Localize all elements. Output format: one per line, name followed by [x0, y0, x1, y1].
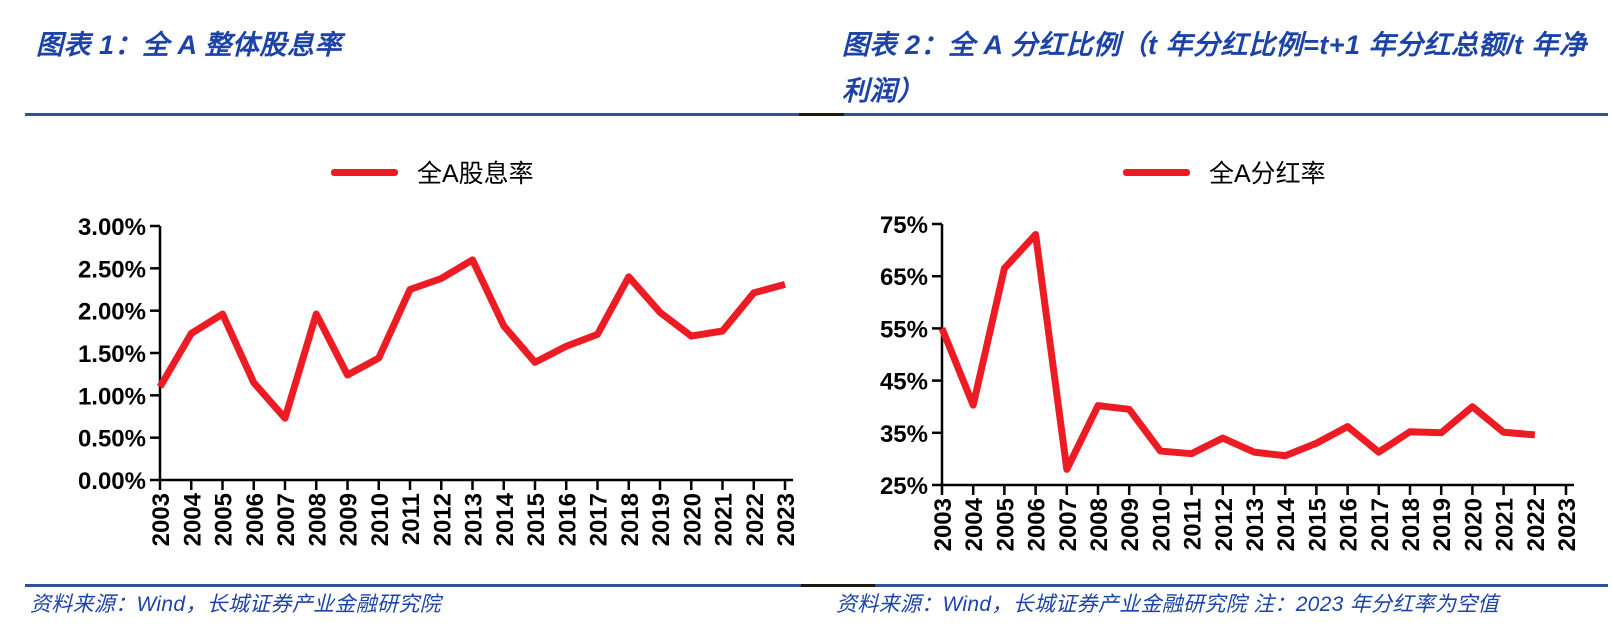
figure-1-title: 图表 1：全 A 整体股息率 — [36, 30, 343, 60]
x-tick-label: 2003 — [148, 493, 175, 546]
x-tick-label: 2022 — [1523, 498, 1550, 551]
x-tick-label: 2020 — [1460, 498, 1487, 551]
x-tick-label: 2008 — [1086, 498, 1113, 551]
source-note-right: 资料来源：Wind，长城证券产业金融研究院 注：2023 年分红率为空值 — [836, 593, 1499, 616]
x-tick-label: 2012 — [1211, 498, 1238, 551]
x-tick-label: 2013 — [1242, 498, 1269, 551]
x-tick-label: 2009 — [336, 493, 363, 546]
panel-dividend-yield: 图表 1：全 A 整体股息率 全A股息率 3.00% 2.50% 2.00% 1.50… — [30, 30, 800, 616]
y-tick-label: 25% — [880, 473, 928, 500]
legend-line-swatch — [331, 168, 398, 176]
x-tick-label: 2017 — [1367, 498, 1394, 551]
x-tick-label: 2004 — [961, 497, 988, 551]
legend-dividend-yield: 全A股息率 — [331, 157, 534, 188]
y-tick-label: 0.50% — [78, 426, 146, 453]
y-tick-label: 0.00% — [78, 468, 146, 495]
x-tick-label: 2014 — [1273, 497, 1300, 551]
x-tick-label: 2006 — [242, 493, 269, 546]
legend-line-swatch — [1123, 168, 1190, 176]
y-tick-label: 2.00% — [78, 299, 146, 326]
x-tick-label: 2007 — [1055, 498, 1082, 551]
x-tick-label: 2008 — [304, 493, 331, 546]
legend-label: 全A分红率 — [1209, 160, 1326, 188]
y-tick-label: 75% — [880, 212, 928, 239]
data-series-line — [156, 256, 786, 422]
x-tick-label: 2015 — [1304, 498, 1331, 551]
y-tick-label: 3.00% — [78, 214, 146, 241]
x-tick-label: 2022 — [742, 493, 769, 546]
bottom-separator-dark-segment — [801, 584, 875, 587]
x-tick-label: 2012 — [429, 493, 456, 546]
x-tick-label: 2023 — [1554, 498, 1581, 551]
x-tick-label: 2018 — [617, 493, 644, 546]
x-tick-label: 2004 — [179, 492, 206, 546]
top-separator-dark-segment — [799, 113, 844, 116]
figure-2-title: 图表 2：全 A 分红比例（t 年分红比例=t+1 年分红总额/t 年净利润） — [842, 30, 1587, 107]
source-note-left: 资料来源：Wind，长城证券产业金融研究院 — [30, 593, 441, 616]
x-tick-label: 2018 — [1398, 498, 1425, 551]
x-tick-label: 2021 — [711, 493, 738, 546]
panel-payout-ratio: 图表 2：全 A 分红比例（t 年分红比例=t+1 年分红总额/t 年净利润） … — [806, 0, 1612, 639]
x-tick-label: 2016 — [1336, 498, 1363, 551]
x-tick-label: 2014 — [492, 492, 519, 546]
payout-ratio-line-chart: 75%65%55%45%35%25%2003 2004 2005 2006 2007 20… — [880, 212, 1581, 551]
x-tick-label: 2021 — [1492, 498, 1519, 551]
x-tick-label: 2010 — [1148, 498, 1175, 551]
x-tick-label: 2023 — [773, 493, 800, 546]
x-tick-label: 2020 — [679, 493, 706, 546]
x-tick-label: 2003 — [930, 498, 957, 551]
dividend-yield-line-chart: 3.00%2.50%2.00%1.50%1.00%0.50%0.00%2003 2… — [78, 214, 800, 546]
x-tick-label: 2016 — [554, 493, 581, 546]
y-tick-label: 45% — [880, 369, 928, 396]
x-tick-label: 2019 — [648, 493, 675, 546]
x-tick-label: 2007 — [273, 493, 300, 546]
x-tick-label: 2019 — [1429, 498, 1456, 551]
x-tick-label: 2005 — [211, 493, 238, 546]
x-tick-label: 2015 — [523, 493, 550, 546]
x-tick-label: 2013 — [461, 493, 488, 546]
y-tick-label: 55% — [880, 316, 928, 343]
x-tick-label: 2006 — [1024, 498, 1051, 551]
y-tick-label: 65% — [880, 264, 928, 291]
x-tick-label: 2011 — [1180, 498, 1207, 550]
y-tick-label: 1.50% — [78, 341, 146, 368]
legend-label: 全A股息率 — [417, 160, 534, 188]
y-tick-label: 35% — [880, 421, 928, 448]
x-tick-label: 2010 — [367, 493, 394, 546]
x-tick-label: 2017 — [586, 493, 613, 546]
x-tick-label: 2011 — [398, 493, 425, 545]
x-tick-label: 2005 — [992, 498, 1019, 551]
y-tick-label: 1.00% — [78, 383, 146, 410]
x-tick-label: 2009 — [1117, 498, 1144, 551]
data-series-line — [938, 230, 1536, 473]
y-tick-label: 2.50% — [78, 256, 146, 283]
legend-payout-ratio: 全A分红率 — [1123, 157, 1326, 188]
